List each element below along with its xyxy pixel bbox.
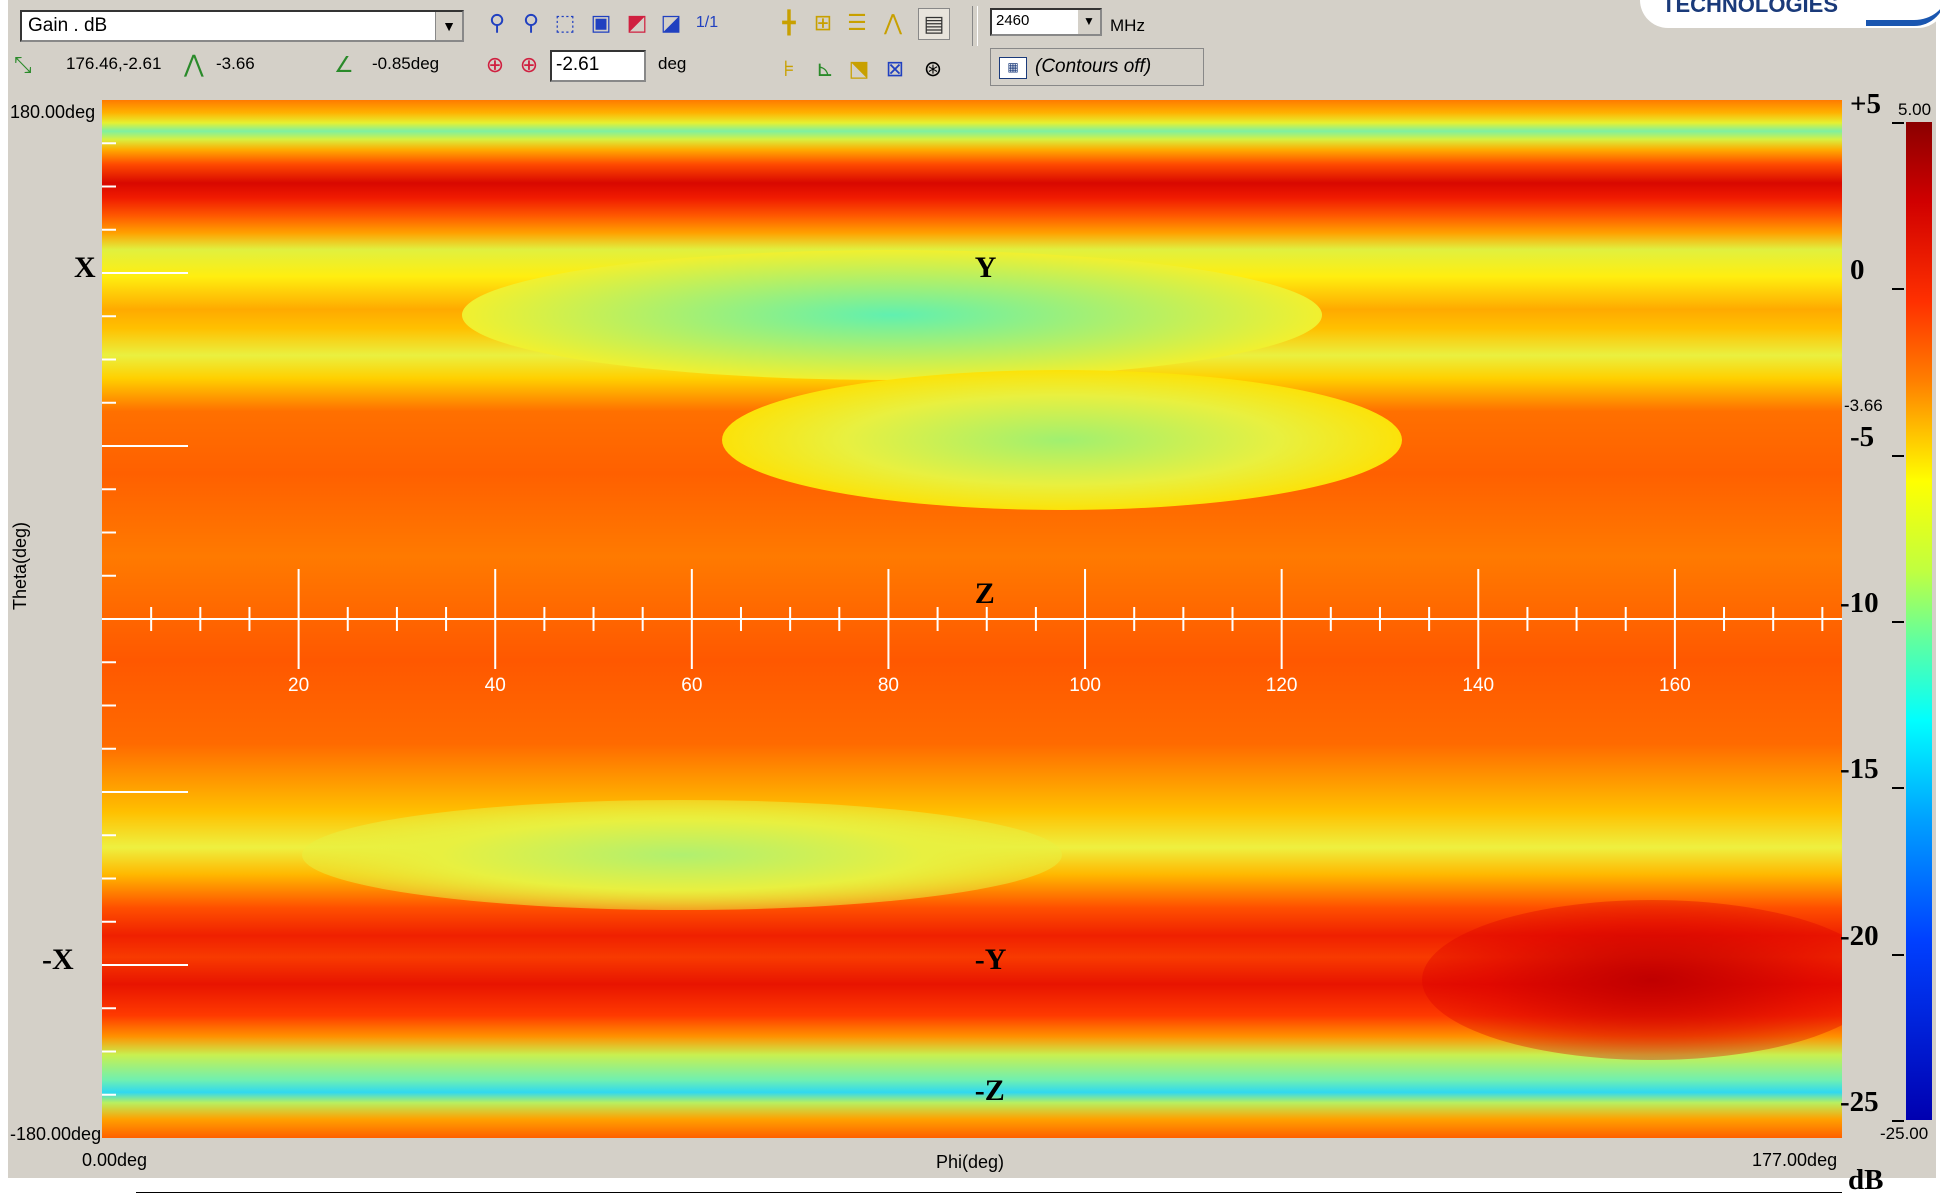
quantity-select[interactable]: Gain . dB ▼ <box>20 10 464 42</box>
heatmap-lobe <box>722 370 1402 510</box>
contour-icon: ▦ <box>999 57 1027 79</box>
frequency-value: 2460 <box>996 12 1030 29</box>
cut-icon[interactable]: ⬔ <box>848 56 870 81</box>
plot-axes: 20 40 60 80 100 120 140 160 <box>102 142 1842 1096</box>
direction-marker-neg-z: -Z <box>974 1074 1005 1107</box>
crosshair-icon[interactable]: ⊕ <box>485 52 505 77</box>
heatmap-lobe <box>302 800 1062 910</box>
phi-max-label: 177.00deg <box>1752 1150 1838 1170</box>
colorbar-tick <box>1892 1120 1904 1122</box>
plot-icon[interactable]: ⊠ <box>885 56 905 81</box>
contours-label: (Contours off) <box>1035 56 1152 77</box>
direction-marker-neg-x: -X <box>42 943 74 976</box>
colorbar-tick-label: -15 <box>1840 753 1879 786</box>
theta-min-label: -180.00deg <box>10 1124 102 1144</box>
direction-marker-y: Y <box>974 251 997 284</box>
phi-tick-label: 60 <box>681 675 702 696</box>
contours-toggle-button[interactable]: ▦ (Contours off) <box>990 48 1204 86</box>
phi-tick-label: 160 <box>1659 675 1691 696</box>
offset-input[interactable]: -2.61 <box>550 50 646 82</box>
cursor-icon: ⤡ <box>14 52 32 77</box>
colorbar-tick-label: -25 <box>1840 1086 1879 1118</box>
heatmap-lobe <box>462 250 1322 380</box>
toolbar-separator <box>972 6 978 46</box>
colorbar-tick <box>1892 953 1904 956</box>
color-map-icon[interactable]: ◩ <box>626 10 648 35</box>
report-icon[interactable]: ▤ <box>918 8 950 40</box>
direction-marker-x: X <box>74 251 96 284</box>
phi-min-label: 0.00deg <box>82 1150 148 1170</box>
company-logo: TECHNOLOGIES <box>1640 0 1940 28</box>
colorbar-tick <box>1892 288 1904 291</box>
logo-text: TECHNOLOGIES <box>1662 0 1839 17</box>
cursor-readout: 176.46,-2.61 <box>66 54 162 73</box>
direction-marker-z: Z <box>974 577 995 610</box>
colorbar-tick-label: 0 <box>1850 254 1865 287</box>
one-to-one-icon[interactable]: 1/1 <box>695 14 719 31</box>
theta-max-label: 180.00deg <box>10 102 96 122</box>
colorbar-marker-label: -3.66 <box>1844 396 1883 416</box>
phi-tick-label: 140 <box>1462 675 1494 696</box>
angle-readout: -0.85deg <box>372 54 440 73</box>
colorbar-max-label: 5.00 <box>1898 100 1932 119</box>
phi-tick-label: 100 <box>1069 675 1101 696</box>
phi-tick-label: 40 <box>485 675 506 696</box>
frequency-unit: MHz <box>1110 16 1145 35</box>
toolbar: Gain . dB ▼ ⤡ 176.46,-2.61 ⋀ -3.66 ∠ -0.… <box>8 0 1940 96</box>
marker-add-icon[interactable]: ⊧ <box>783 56 795 81</box>
direction-marker-neg-y: -Y <box>974 943 1007 976</box>
offset-unit: deg <box>658 54 687 73</box>
peak-icon: ⋀ <box>184 51 204 78</box>
x-axis-title: Phi(deg) <box>936 1152 1005 1172</box>
target-icon[interactable]: ⊕ <box>519 52 539 77</box>
colorbar <box>1906 122 1932 1120</box>
phi-tick-label: 120 <box>1266 675 1298 696</box>
zoom-out-icon[interactable]: ⚲ <box>488 10 506 35</box>
colorbar-tick-label: +5 <box>1850 88 1882 120</box>
marker-move-icon[interactable]: ⊾ <box>815 56 835 81</box>
palette-icon[interactable]: ◪ <box>660 10 682 35</box>
colorbar-tick <box>1892 787 1904 790</box>
table-icon[interactable]: ☰ <box>847 10 867 35</box>
colorbar-unit: dB <box>1848 1164 1884 1196</box>
grid-icon[interactable]: ⊞ <box>813 10 833 35</box>
pan-icon[interactable]: ╋ <box>782 10 796 35</box>
chevron-down-icon[interactable]: ▼ <box>435 12 462 40</box>
heatmap-lobe <box>1422 900 1842 1060</box>
antenna-icon[interactable]: ⋀ <box>883 10 903 35</box>
gain-heatmap[interactable]: 20 40 60 80 100 120 140 160 <box>102 100 1842 1138</box>
zoom-box-icon[interactable]: ⬚ <box>554 10 576 35</box>
zoom-fit-icon[interactable]: ▣ <box>590 10 612 35</box>
frequency-select[interactable]: 2460 ▼ <box>990 8 1102 36</box>
zoom-in-icon[interactable]: ⚲ <box>522 10 540 35</box>
colorbar-tick <box>1892 122 1904 124</box>
angle-icon: ∠ <box>334 52 354 77</box>
logo-swoosh <box>1866 0 1940 26</box>
colorbar-tick-label: -10 <box>1840 587 1879 619</box>
phi-tick-label: 20 <box>288 675 309 696</box>
colorbar-tick <box>1892 454 1904 457</box>
chevron-down-icon[interactable]: ▼ <box>1078 10 1100 34</box>
rotate-icon[interactable]: ⊛ <box>923 56 943 81</box>
colorbar-min-label: -25.00 <box>1880 1124 1929 1143</box>
colorbar-tick <box>1892 621 1904 623</box>
colorbar-tick-label: -5 <box>1850 420 1875 453</box>
quantity-select-value: Gain . dB <box>28 15 108 36</box>
phi-tick-label: 80 <box>878 675 899 696</box>
peak-readout: -3.66 <box>216 54 255 73</box>
y-axis-title: Theta(deg) <box>10 521 30 610</box>
colorbar-tick-label: -20 <box>1840 919 1879 952</box>
